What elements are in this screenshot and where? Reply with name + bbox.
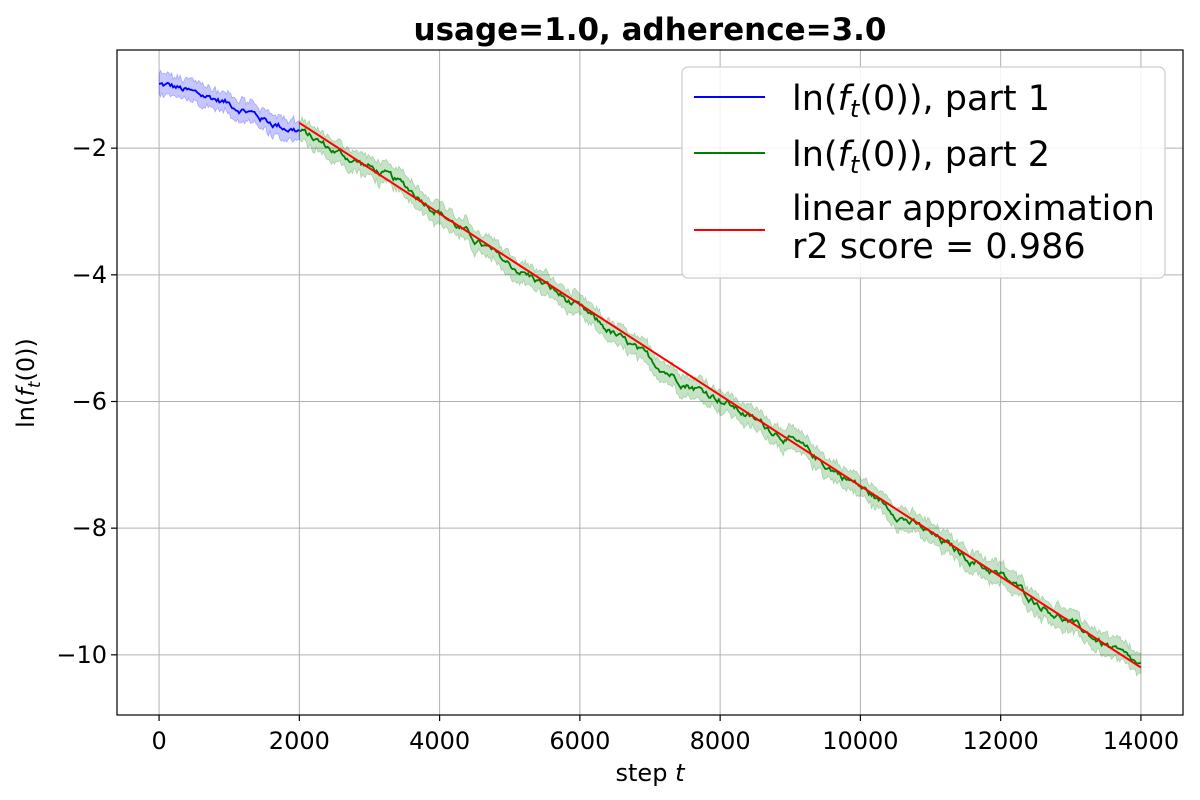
x-tick-label: 6000: [549, 727, 610, 755]
x-axis-ticks: 0 2000 4000 6000 8000 10000 12000 14000: [151, 715, 1179, 755]
plot-frame: [116, 49, 1184, 716]
x-tick-label: 0: [151, 727, 166, 755]
series-band-part1: [158, 69, 300, 143]
legend-label-linear-line1: linear approximation: [792, 189, 1155, 229]
x-tick-label: 2000: [269, 727, 330, 755]
x-tick-label: 12000: [962, 727, 1038, 755]
y-tick-label: −6: [72, 388, 107, 416]
series-line-part1: [158, 81, 300, 133]
y-tick-label: −2: [72, 134, 107, 162]
x-tick-label: 8000: [690, 727, 751, 755]
x-tick-label: 14000: [1103, 727, 1179, 755]
legend-box: [681, 66, 1166, 279]
y-tick-label: −10: [56, 641, 107, 669]
legend-label-part2: ln(ft(0)), part 2: [792, 135, 1050, 179]
legend-label-linear-line2: r2 score = 0.986: [792, 227, 1086, 267]
x-axis-label: step t: [616, 759, 687, 787]
y-tick-label: −4: [72, 261, 107, 289]
legend: ln(ft(0)), part 1 ln(ft(0)), part 2 line…: [681, 66, 1166, 279]
y-axis-ticks: −2 −4 −6 −8 −10: [56, 134, 117, 669]
y-axis-label: ln(ft(0)): [12, 338, 45, 428]
series-line-linear: [298, 121, 1142, 669]
x-tick-label: 10000: [822, 727, 898, 755]
series-layer: [158, 81, 1142, 669]
band-layer: [158, 69, 1142, 678]
y-tick-label: −8: [72, 514, 107, 542]
legend-label-part1: ln(ft(0)), part 1: [792, 79, 1050, 123]
chart-title: usage=1.0, adherence=3.0: [414, 12, 887, 48]
series-band-part2: [298, 115, 1142, 678]
x-tick-label: 4000: [409, 727, 470, 755]
